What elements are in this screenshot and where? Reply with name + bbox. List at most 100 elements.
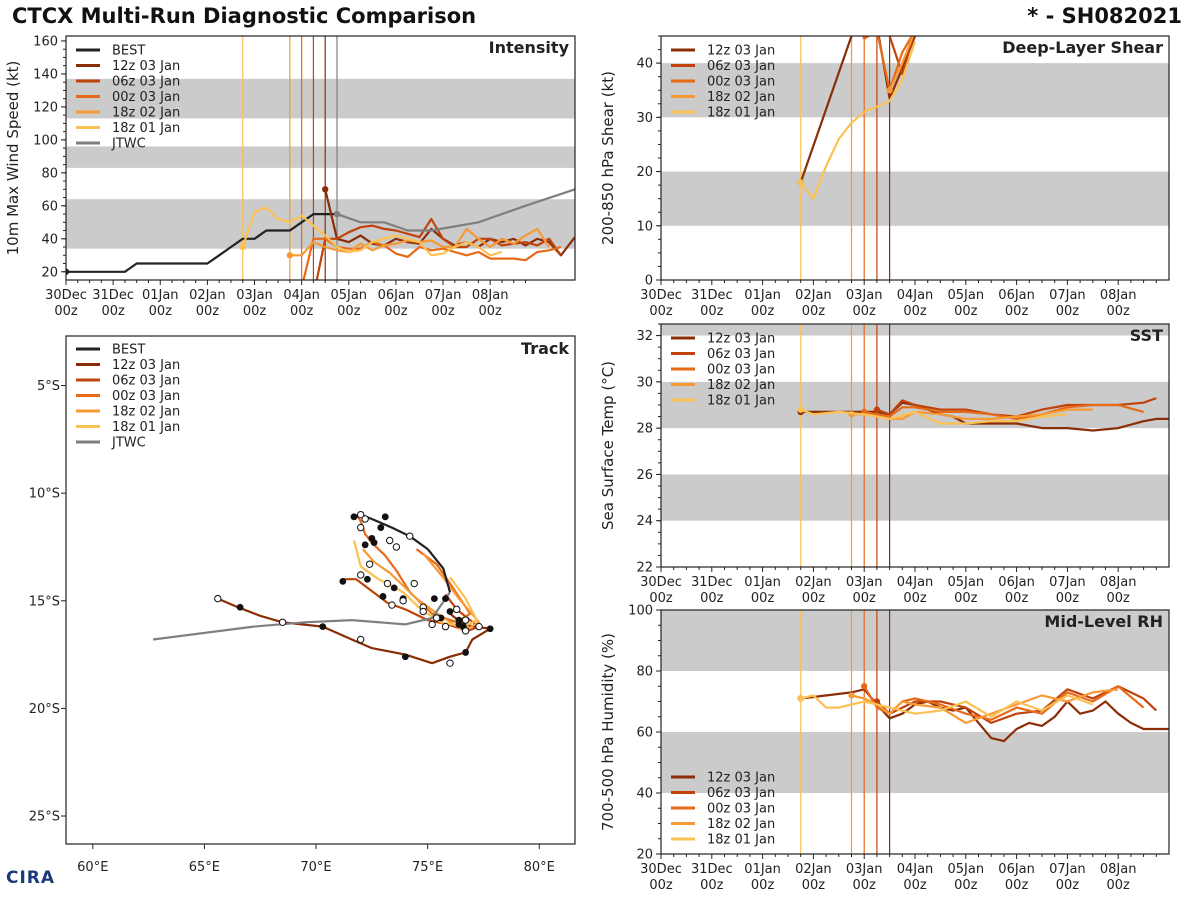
sst-ytick-label: 26: [636, 468, 653, 483]
intensity-xtick-label-hour: 00z: [384, 304, 408, 319]
sst-xtick-label-date: 07Jan: [1049, 575, 1086, 590]
intensity-y-axis-label: 10m Max Wind Speed (kt): [4, 61, 22, 256]
intensity-xtick-label-hour: 00z: [478, 304, 502, 319]
sst-xtick-label-hour: 00z: [649, 591, 673, 606]
intensity-xtick-label-date: 03Jan: [236, 288, 273, 303]
shear-xtick-label-date: 07Jan: [1049, 288, 1086, 303]
track-fix-filled: [370, 539, 378, 547]
intensity-xtick-label-date: 05Jan: [330, 288, 367, 303]
shear-legend-label-00z-03-jan: 00z 03 Jan: [707, 75, 775, 90]
sst-start-point-06z-03-jan: [873, 406, 881, 413]
track-fix-filled: [236, 603, 244, 611]
shear-series-18z-01-jan: [799, 41, 917, 200]
sst-legend-label-12z-03-jan: 12z 03 Jan: [707, 332, 775, 347]
shear-xtick-label-hour: 00z: [954, 304, 978, 319]
shear-start-point-06z-03-jan: [874, 27, 880, 33]
track-fix-filled: [462, 649, 470, 656]
rh-ytick-label: 40: [636, 787, 653, 802]
track-xtick-label: 75°E: [412, 860, 443, 875]
rh-legend-label-00z-03-jan: 00z 03 Jan: [707, 802, 775, 817]
sst-legend-label-18z-01-jan: 18z 01 Jan: [707, 394, 775, 409]
shear-y-axis-label: 200-850 hPa Shear (kt): [599, 71, 617, 245]
track-fix-filled: [455, 616, 463, 624]
track-line-jtwc: [152, 591, 451, 641]
sst-xtick-label-date: 08Jan: [1100, 575, 1137, 590]
intensity-threshold-band: [66, 199, 575, 249]
track-fix-open: [432, 614, 441, 622]
intensity-series-18z-01-jan: [241, 206, 503, 257]
rh-xtick-label-hour: 00z: [853, 878, 877, 893]
track-ytick-label: 5°S: [37, 379, 60, 394]
sst-xtick-label-hour: 00z: [954, 591, 978, 606]
intensity-xtick-label-date: 01Jan: [142, 288, 179, 303]
rh-xtick-label-hour: 00z: [751, 878, 775, 893]
track-fix-open: [461, 627, 470, 635]
shear-xtick-label-date: 01Jan: [744, 288, 781, 303]
rh-series-12z-03-jan: [800, 688, 1169, 743]
rh-legend-label-06z-03-jan: 06z 03 Jan: [707, 786, 775, 801]
intensity-ytick-label: 80: [41, 166, 58, 181]
rh-xtick-label-date: 02Jan: [795, 862, 832, 877]
shear-xtick-label-date: 08Jan: [1100, 288, 1137, 303]
track-legend-label-00z-03-jan: 00z 03 Jan: [112, 389, 180, 404]
track-fix-filled: [446, 608, 454, 615]
track-legend-label-jtwc: JTWC: [111, 436, 146, 451]
intensity-xtick-label-date: 30Dec: [45, 288, 87, 303]
sst-legend-label-06z-03-jan: 06z 03 Jan: [707, 347, 775, 362]
track-fix-open: [441, 622, 450, 631]
rh-xtick-label-date: 06Jan: [998, 862, 1035, 877]
track-fix-filled: [377, 524, 385, 531]
sst-xtick-label-date: 04Jan: [897, 575, 934, 590]
rh-legend-label-12z-03-jan: 12z 03 Jan: [707, 771, 775, 786]
intensity-xtick-label-hour: 00z: [290, 304, 314, 319]
track-ytick-label: 25°S: [29, 810, 60, 825]
shear-legend-label-06z-03-jan: 06z 03 Jan: [707, 59, 775, 74]
shear-threshold-band: [661, 171, 1169, 226]
intensity-xtick-label-hour: 00z: [54, 304, 78, 319]
track-line-18z-02-jan: [362, 548, 481, 633]
rh-xtick-label-date: 30Dec: [640, 862, 682, 877]
intensity-threshold-band: [66, 78, 575, 119]
rh-xtick-label-hour: 00z: [802, 878, 826, 893]
shear-xtick-label-date: 30Dec: [640, 288, 682, 303]
shear-xtick-label-hour: 00z: [802, 304, 826, 319]
track-line-18z-01-jan: [352, 540, 478, 628]
shear-ytick-label: 40: [636, 57, 653, 72]
intensity-start-point-jtwc: [333, 210, 341, 218]
sst-xtick-label-date: 03Jan: [846, 575, 883, 590]
rh-xtick-label-date: 03Jan: [846, 862, 883, 877]
sst-xtick-label-hour: 00z: [700, 591, 724, 606]
shear-start-point-18z-02-jan: [886, 87, 893, 94]
sst-threshold-band: [661, 474, 1169, 521]
rh-threshold-band: [661, 610, 1169, 671]
intensity-ytick-label: 160: [33, 34, 58, 49]
track-fix-open: [419, 607, 427, 616]
sst-ytick-label: 22: [636, 561, 653, 576]
shear-xtick-label-hour: 00z: [1107, 304, 1131, 319]
track-fix-open: [214, 594, 222, 603]
track-fix-open: [365, 560, 374, 568]
shear-xtick-label-hour: 00z: [649, 304, 673, 319]
track-xtick-label: 60°E: [77, 860, 108, 875]
track-fix-open: [406, 532, 414, 540]
intensity-start-point-18z-02-jan: [286, 252, 294, 259]
sst-ytick-label: 28: [636, 422, 653, 437]
track-panel: 60°E 65°E 70°E 75°E 80°E 5°S 10°S 15°S 20°S 25°S T…: [29, 335, 576, 875]
intensity-legend-label-06z-03-jan: 06z 03 Jan: [112, 75, 180, 90]
shear-ytick-label: 20: [636, 165, 653, 180]
intensity-xtick-label-date: 07Jan: [425, 288, 462, 303]
track-legend-label-06z-03-jan: 06z 03 Jan: [112, 374, 180, 389]
track-fix-filled: [430, 595, 438, 603]
shear-threshold-band: [661, 63, 1169, 118]
track-fix-open: [356, 571, 365, 579]
track-fix-filled: [339, 577, 347, 585]
track-fix-open: [392, 543, 401, 551]
track-xtick-label: 70°E: [300, 860, 331, 875]
rh-start-point-00z-03-jan: [861, 683, 868, 690]
sst-xtick-label-hour: 00z: [1056, 591, 1080, 606]
track-fix-open: [356, 510, 365, 519]
intensity-ytick-label: 40: [41, 232, 58, 247]
sst-series-group: [797, 397, 1169, 432]
track-fix-open: [356, 523, 365, 532]
intensity-start-point-18z-01-jan: [239, 243, 246, 251]
